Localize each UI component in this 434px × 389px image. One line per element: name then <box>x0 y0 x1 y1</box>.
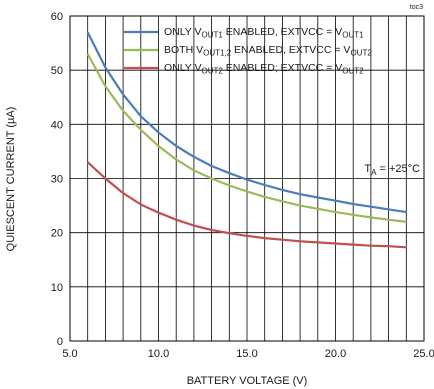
y-tick-label: 60 <box>51 11 63 23</box>
legend-entry-3: ONLY VOUT2 ENABLED; EXTVCC = VOUT2 <box>164 62 364 76</box>
series-line-1 <box>86 31 407 214</box>
annotation-main: T <box>364 163 371 175</box>
x-tick-label: 20.0 <box>325 348 346 360</box>
legend-entry-2: BOTH VOUT1,2 ENABLED, EXTVCC = VOUT2 <box>164 44 372 58</box>
grid <box>70 16 424 341</box>
legend: ONLY VOUT1 ENABLED, EXTVCC = VOUT1 BOTH V… <box>124 26 372 76</box>
y-axis-label: QUIESCENT CURRENT (µA) <box>5 107 17 252</box>
x-tick-labels: 5.0 10.0 15.0 20.0 25.0 <box>62 348 434 360</box>
figure-tag: toc3 <box>410 4 423 11</box>
temperature-annotation: TA = +25°C <box>364 163 420 177</box>
x-tick-label: 10.0 <box>148 348 169 360</box>
x-axis-label: BATTERY VOLTAGE (V) <box>187 375 308 387</box>
y-tick-label: 20 <box>51 228 63 240</box>
series-lines <box>86 31 407 249</box>
y-tick-label: 40 <box>51 119 63 131</box>
annotation-rest: = +25°C <box>376 163 420 175</box>
y-tick-label: 30 <box>51 174 63 186</box>
legend-entry-1: ONLY VOUT1 ENABLED, EXTVCC = VOUT1 <box>164 26 364 40</box>
y-tick-label: 50 <box>51 65 63 77</box>
annotation-sub: A <box>371 168 377 177</box>
series-line-3 <box>86 161 407 249</box>
x-tick-label: 25.0 <box>413 348 434 360</box>
series-line-2 <box>86 53 407 223</box>
x-tick-label: 15.0 <box>236 348 257 360</box>
y-tick-label: 10 <box>51 282 63 294</box>
plot-frame <box>69 15 425 342</box>
y-tick-labels: 0 10 20 30 40 50 60 <box>51 11 63 348</box>
y-tick-label: 0 <box>57 336 63 348</box>
x-tick-label: 5.0 <box>62 348 77 360</box>
